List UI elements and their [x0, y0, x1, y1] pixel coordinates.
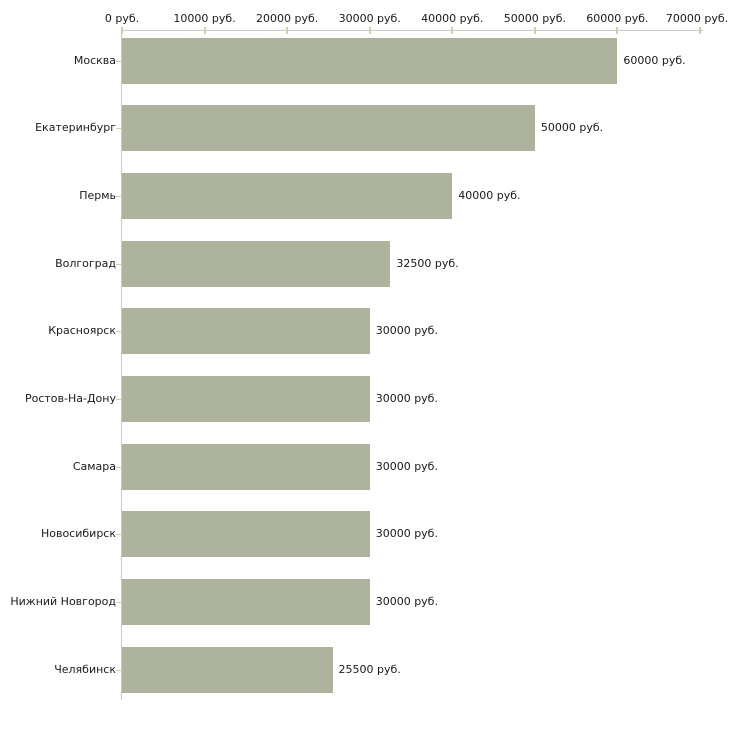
- value-label: 30000 руб.: [375, 324, 438, 338]
- y-axis-tick: [116, 195, 121, 197]
- bar: [122, 172, 453, 219]
- y-axis-line: [121, 30, 122, 700]
- y-axis-tick: [116, 263, 121, 265]
- value-label: 30000 руб.: [375, 595, 438, 609]
- y-axis-tick: [116, 602, 121, 604]
- x-axis-tick-label: 70000 руб.: [665, 12, 729, 25]
- x-axis-tick-label: 60000 руб.: [586, 12, 649, 25]
- bar: [122, 37, 618, 84]
- y-axis-tick: [116, 534, 121, 536]
- bar: [122, 443, 370, 490]
- value-label: 40000 руб.: [458, 188, 521, 202]
- y-axis-tick: [116, 60, 121, 62]
- category-label: Красноярск: [48, 324, 116, 338]
- x-axis-tick-label: 20000 руб.: [256, 12, 319, 25]
- category-label: Самара: [72, 459, 116, 473]
- x-axis-tick-label: 10000 руб.: [173, 12, 236, 25]
- bar: [122, 240, 391, 287]
- y-axis-tick: [116, 331, 121, 333]
- value-label: 30000 руб.: [375, 527, 438, 541]
- x-axis-tick-label: 50000 руб.: [503, 12, 566, 25]
- x-axis-tick-label: 30000 руб.: [338, 12, 401, 25]
- y-axis-tick: [116, 128, 121, 130]
- category-label: Пермь: [79, 188, 116, 202]
- bar: [122, 579, 370, 626]
- value-label: 30000 руб.: [375, 459, 438, 473]
- category-label: Нижний Новгород: [10, 595, 116, 609]
- category-label: Ростов-На-Дону: [24, 392, 116, 405]
- value-label: 50000 руб.: [540, 121, 604, 135]
- y-axis-tick: [116, 669, 121, 671]
- value-label: 30000 руб.: [375, 392, 438, 405]
- category-label: Челябинск: [54, 662, 116, 676]
- bar: [122, 646, 333, 693]
- x-axis-tick-label: 0 руб.: [104, 12, 140, 25]
- x-axis-line: [121, 30, 703, 31]
- y-axis-tick: [116, 466, 121, 468]
- x-axis-tick-label: 40000 руб.: [421, 12, 484, 25]
- bar: [122, 376, 370, 422]
- value-label: 32500 руб.: [396, 256, 459, 270]
- bar: [122, 308, 370, 355]
- category-label: Новосибирск: [40, 527, 116, 541]
- value-label: 60000 руб.: [623, 53, 686, 67]
- bar: [122, 105, 535, 152]
- value-label: 25500 руб.: [338, 662, 401, 676]
- bar: [122, 511, 370, 558]
- category-label: Волгоград: [55, 256, 116, 270]
- category-label: Екатеринбург: [35, 121, 116, 135]
- y-axis-tick: [116, 399, 121, 400]
- category-label: Москва: [73, 53, 116, 67]
